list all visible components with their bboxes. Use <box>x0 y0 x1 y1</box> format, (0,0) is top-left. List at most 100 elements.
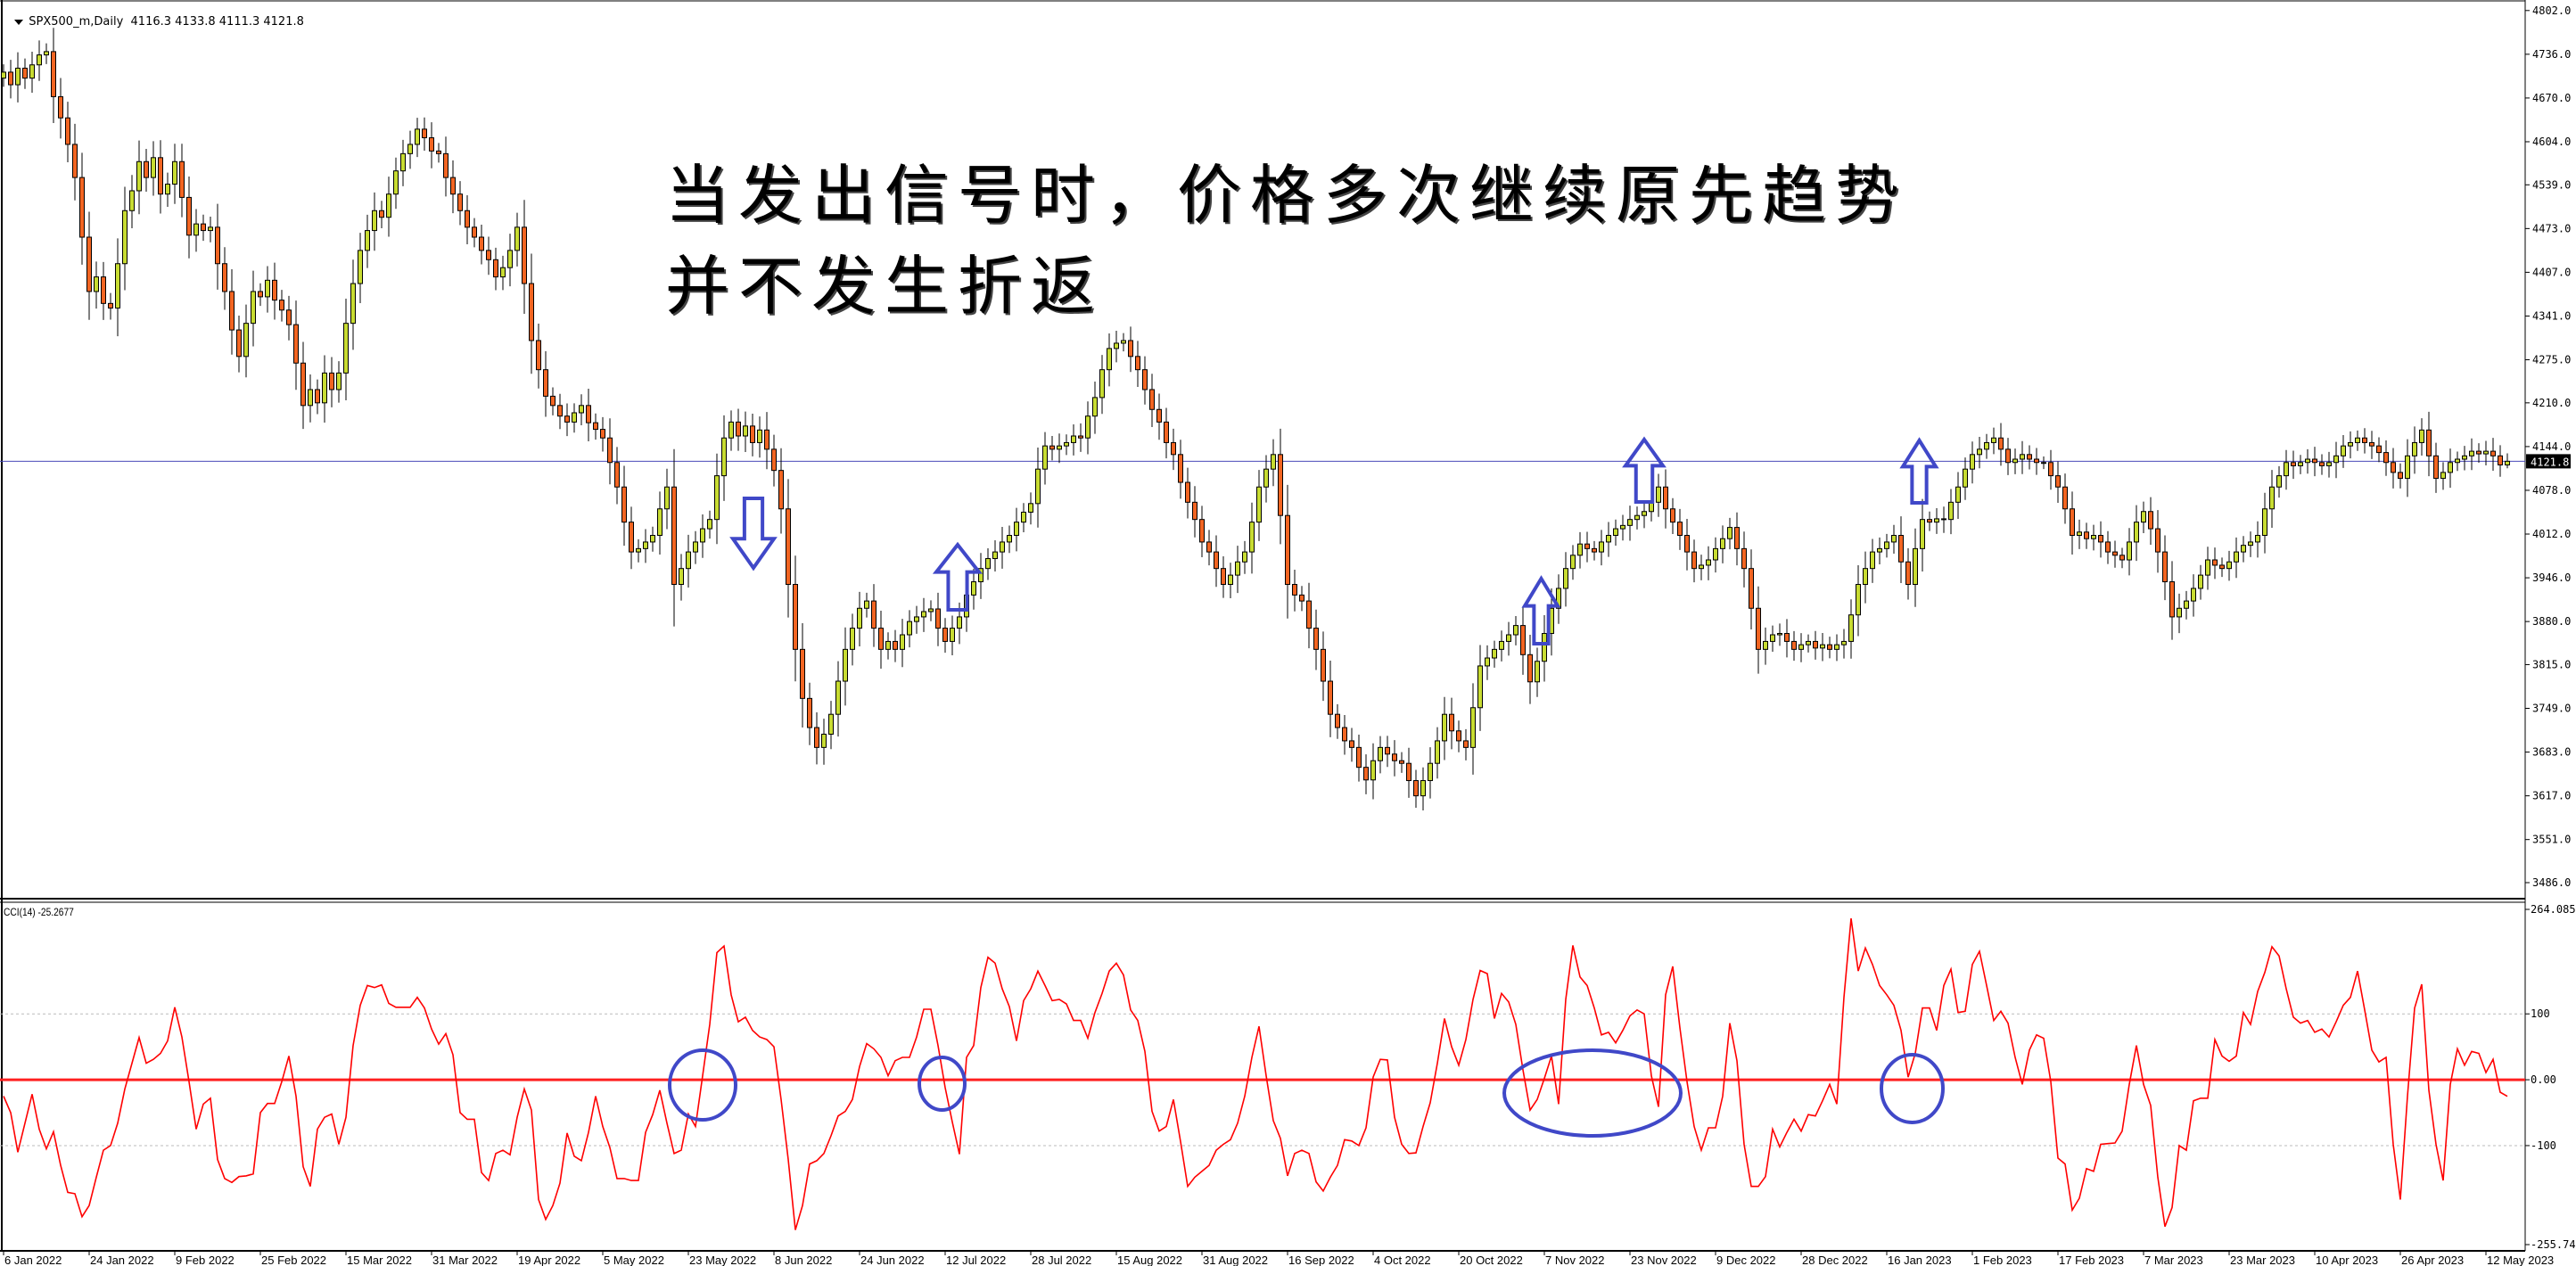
candle-body <box>978 568 983 583</box>
candle-body <box>1178 454 1183 483</box>
candle-body <box>1271 454 1276 470</box>
candle <box>1064 434 1069 456</box>
candle <box>2333 441 2339 479</box>
candle <box>1099 355 1105 415</box>
candle-body <box>1028 503 1033 513</box>
candle-body <box>2177 607 2182 618</box>
candle-body <box>1128 340 1133 358</box>
candle <box>2419 418 2424 456</box>
candle-body <box>179 160 185 198</box>
candle-body <box>1085 415 1090 439</box>
candle-body <box>2169 581 2175 618</box>
candle <box>743 411 748 453</box>
candle-body <box>2205 559 2210 576</box>
candle-body <box>1064 441 1069 447</box>
candle-body <box>935 608 941 629</box>
candle <box>1456 720 1461 752</box>
candle-body <box>2476 450 2481 455</box>
candle <box>2205 547 2210 590</box>
candle-body <box>2070 508 2075 537</box>
arrow-down-icon <box>729 497 778 571</box>
candle-body <box>800 648 805 699</box>
candle-body <box>2020 454 2025 460</box>
candle-body <box>2091 535 2096 539</box>
candle-body <box>1235 561 1240 576</box>
current-price-label: 4121.8 <box>2531 456 2569 468</box>
candle-body <box>1577 543 1583 556</box>
candle <box>101 261 106 320</box>
dropdown-triangle-icon[interactable] <box>14 19 24 25</box>
candle-body <box>407 144 413 154</box>
candle <box>1606 522 1611 557</box>
candle-body <box>1285 514 1290 586</box>
chart-header[interactable]: SPX500_m,Daily 4116.3 4133.8 4111.3 4121… <box>7 2 304 29</box>
candle-body <box>1021 511 1026 523</box>
candle-body <box>1171 441 1176 456</box>
candle-body <box>871 600 876 629</box>
date-tick-label: 24 Jan 2022 <box>90 1254 154 1266</box>
candle <box>1 64 6 87</box>
candle <box>2490 438 2496 471</box>
highlight-circle <box>918 1056 967 1112</box>
candle <box>1221 556 1226 598</box>
candle-body <box>1206 541 1212 553</box>
candle <box>1556 574 1561 624</box>
candle-body <box>1699 564 1704 570</box>
price-tick-label: 3617.0 <box>2532 790 2571 802</box>
candle <box>1078 423 1083 452</box>
candle-body <box>1791 640 1797 650</box>
candle-body <box>1142 369 1148 390</box>
highlight-circle <box>1880 1053 1945 1124</box>
candle <box>600 416 605 452</box>
price-tick-label: 3946.0 <box>2532 571 2571 584</box>
candle-body <box>265 279 270 298</box>
candle-body <box>593 422 598 431</box>
candle <box>1834 634 1839 662</box>
candle <box>942 618 948 654</box>
candle-body <box>778 470 784 510</box>
candle <box>814 712 819 765</box>
candle <box>2005 438 2011 475</box>
candle-body <box>1784 633 1790 642</box>
candle-body <box>136 160 142 192</box>
candle-body <box>222 263 227 292</box>
candle <box>1114 331 1119 363</box>
candle <box>1121 333 1126 352</box>
candle-body <box>629 522 634 553</box>
candle <box>1798 633 1804 662</box>
candle <box>1328 660 1333 737</box>
candle <box>2155 510 2160 573</box>
candle <box>465 195 470 245</box>
candle-body <box>2198 574 2203 589</box>
candle <box>1356 734 1362 782</box>
candle-body <box>2369 441 2374 447</box>
candle-body <box>2027 454 2032 460</box>
candle-body <box>1242 551 1247 563</box>
candle <box>1463 728 1469 760</box>
price-tick-label: 3880.0 <box>2532 615 2571 628</box>
candle <box>786 479 791 618</box>
candle-body <box>2412 441 2417 456</box>
price-tick-label: 3486.0 <box>2532 876 2571 889</box>
candle <box>536 323 541 389</box>
candle <box>857 591 862 647</box>
candle-body <box>985 558 991 570</box>
candle <box>607 418 613 485</box>
candle <box>764 412 770 470</box>
candle-body <box>472 226 477 238</box>
candle-body <box>1114 342 1119 349</box>
candle-body <box>721 437 727 477</box>
candle-body <box>1399 760 1404 764</box>
candle-body <box>1977 448 1982 456</box>
candle <box>1057 433 1062 464</box>
candle-body <box>58 95 63 119</box>
candle <box>343 299 349 401</box>
current-price-tag <box>2526 454 2571 469</box>
candle <box>1613 519 1618 547</box>
candle-body <box>2505 460 2510 465</box>
candle-body <box>393 170 399 195</box>
candle <box>329 357 334 407</box>
candle-body <box>2319 462 2325 466</box>
candle <box>1506 621 1511 656</box>
candle <box>507 234 513 287</box>
